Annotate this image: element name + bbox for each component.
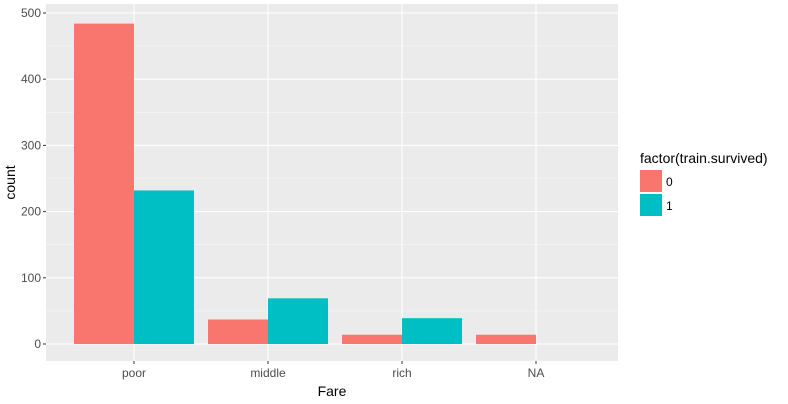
bar-na-0 (476, 334, 536, 344)
bar-rich-1 (402, 318, 462, 344)
x-tick-label: NA (528, 366, 545, 380)
legend-title: factor(train.survived) (640, 150, 768, 166)
y-tick-label: 300 (21, 138, 41, 152)
legend-key-0 (640, 170, 662, 192)
y-axis-title: count (2, 165, 18, 199)
y-tick-label: 500 (21, 6, 41, 20)
y-tick-label: 100 (21, 271, 41, 285)
y-tick-label: 200 (21, 205, 41, 219)
bars (74, 23, 536, 344)
bar-middle-0 (208, 319, 268, 344)
legend: factor(train.survived) 0 1 (640, 150, 768, 216)
bar-poor-0 (74, 23, 134, 344)
bar-middle-1 (268, 298, 328, 344)
bar-poor-1 (134, 190, 194, 344)
legend-key-1 (640, 194, 662, 216)
x-tick-label: rich (392, 366, 411, 380)
x-tick-label: poor (122, 366, 146, 380)
x-axis-title: Fare (318, 383, 347, 399)
y-axis-ticks: 0 100 200 300 400 500 (21, 6, 46, 351)
x-axis-ticks: poor middle rich NA (122, 361, 544, 380)
legend-label-0: 0 (666, 175, 673, 189)
y-tick-label: 0 (34, 337, 41, 351)
y-tick-label: 400 (21, 72, 41, 86)
x-tick-label: middle (250, 366, 286, 380)
legend-label-1: 1 (666, 199, 673, 213)
bar-rich-0 (342, 334, 402, 344)
